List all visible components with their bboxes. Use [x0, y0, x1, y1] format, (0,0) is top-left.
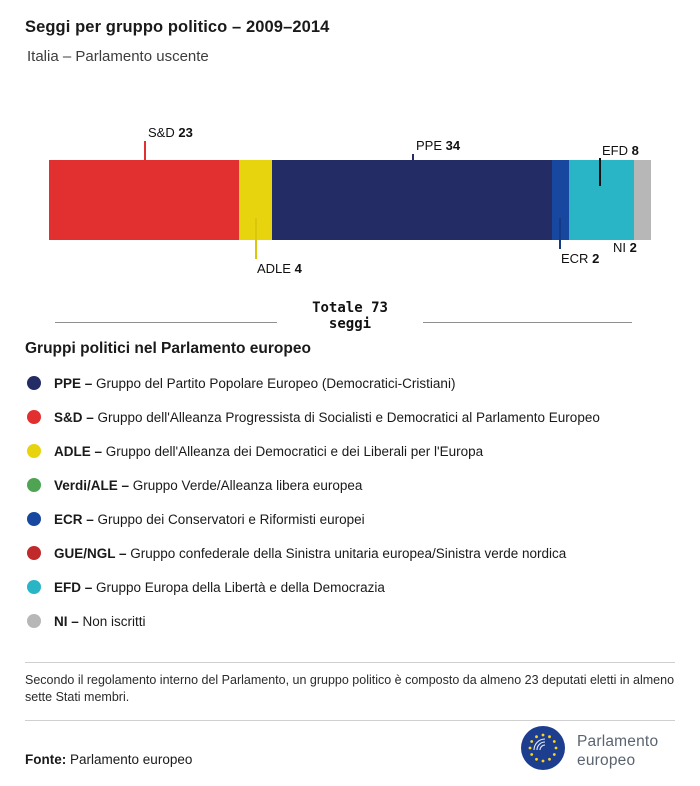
legend-item-label: GUE/NGL – Gruppo confederale della Sinis…: [54, 545, 567, 561]
callout-ni: NI 2: [613, 240, 637, 255]
leader-line-adle: [255, 218, 257, 259]
leader-line-efd: [599, 158, 601, 186]
legend-item-label: ADLE – Gruppo dell'Alleanza dei Democrat…: [54, 443, 484, 459]
total-seats: Totale 73 seggi: [0, 300, 700, 332]
legend-item: PPE – Gruppo del Partito Popolare Europe…: [27, 366, 677, 400]
bar-segment-ppe: [271, 160, 553, 240]
legend-color-dot: [27, 478, 41, 492]
legend-item-label: ECR – Gruppo dei Conservatori e Riformis…: [54, 511, 365, 527]
legend-color-dot: [27, 546, 41, 560]
stacked-bar-chart: S&D 23 PPE 34 EFD 8 ADLE 4 ECR 2 NI 2: [0, 118, 700, 298]
total-line2: seggi: [328, 316, 372, 332]
total-divider-line-left: [55, 322, 277, 323]
legend-item: Verdi/ALE – Gruppo Verde/Alleanza libera…: [27, 468, 677, 502]
callout-ppe: PPE 34: [416, 138, 461, 153]
page-title: Seggi per gruppo politico – 2009–2014: [25, 18, 330, 36]
footnote: Secondo il regolamento interno del Parla…: [25, 673, 675, 704]
logo-line2: europeo: [577, 751, 636, 769]
legend-color-dot: [27, 444, 41, 458]
footnote-divider: [25, 662, 675, 663]
legend-color-dot: [27, 580, 41, 594]
footer-divider: [25, 720, 675, 721]
bar-segment-ni: [634, 160, 651, 240]
legend-item: ADLE – Gruppo dell'Alleanza dei Democrat…: [27, 434, 677, 468]
leader-line-sd: [144, 141, 146, 186]
legend-list: PPE – Gruppo del Partito Popolare Europe…: [27, 366, 677, 638]
legend-item: GUE/NGL – Gruppo confederale della Sinis…: [27, 536, 677, 570]
legend-color-dot: [27, 614, 41, 628]
eu-flag-icon: [521, 726, 565, 775]
logo-line1: Parlamento: [577, 732, 659, 750]
source-label: Fonte:: [25, 752, 67, 767]
legend-color-dot: [27, 512, 41, 526]
legend-item-label: S&D – Gruppo dell'Alleanza Progressista …: [54, 409, 600, 425]
legend-item: S&D – Gruppo dell'Alleanza Progressista …: [27, 400, 677, 434]
legend-item-label: NI – Non iscritti: [54, 613, 146, 629]
legend-item: EFD – Gruppo Europa della Libertà e dell…: [27, 570, 677, 604]
leader-line-ppe: [412, 154, 414, 180]
legend-item: NI – Non iscritti: [27, 604, 677, 638]
legend-item: ECR – Gruppo dei Conservatori e Riformis…: [27, 502, 677, 536]
bar-segment-efd: [568, 160, 635, 240]
source-line: Fonte: Parlamento europeo: [25, 752, 192, 767]
total-line1: Totale 73: [312, 300, 388, 316]
page-subtitle: Italia – Parlamento uscente: [27, 48, 209, 65]
legend-color-dot: [27, 376, 41, 390]
callout-adle: ADLE 4: [257, 261, 302, 276]
stacked-bar: [49, 160, 651, 240]
callout-sd: S&D 23: [148, 125, 193, 140]
callout-efd: EFD 8: [602, 143, 639, 158]
legend-item-label: EFD – Gruppo Europa della Libertà e dell…: [54, 579, 385, 595]
legend-color-dot: [27, 410, 41, 424]
bar-segment-sd: [49, 160, 239, 240]
legend-item-label: Verdi/ALE – Gruppo Verde/Alleanza libera…: [54, 477, 363, 493]
total-divider-line-right: [423, 322, 632, 323]
european-parliament-logo: Parlamento europeo: [521, 726, 658, 775]
legend-heading: Gruppi politici nel Parlamento europeo: [25, 340, 311, 357]
source-value: Parlamento europeo: [70, 752, 193, 767]
legend-item-label: PPE – Gruppo del Partito Popolare Europe…: [54, 375, 456, 391]
bar-segment-ecr: [552, 160, 569, 240]
logo-wordmark: Parlamento europeo: [577, 732, 658, 770]
callout-ecr: ECR 2: [561, 251, 600, 266]
total-divider: Totale 73 seggi: [0, 298, 700, 340]
leader-line-ecr: [559, 218, 561, 249]
